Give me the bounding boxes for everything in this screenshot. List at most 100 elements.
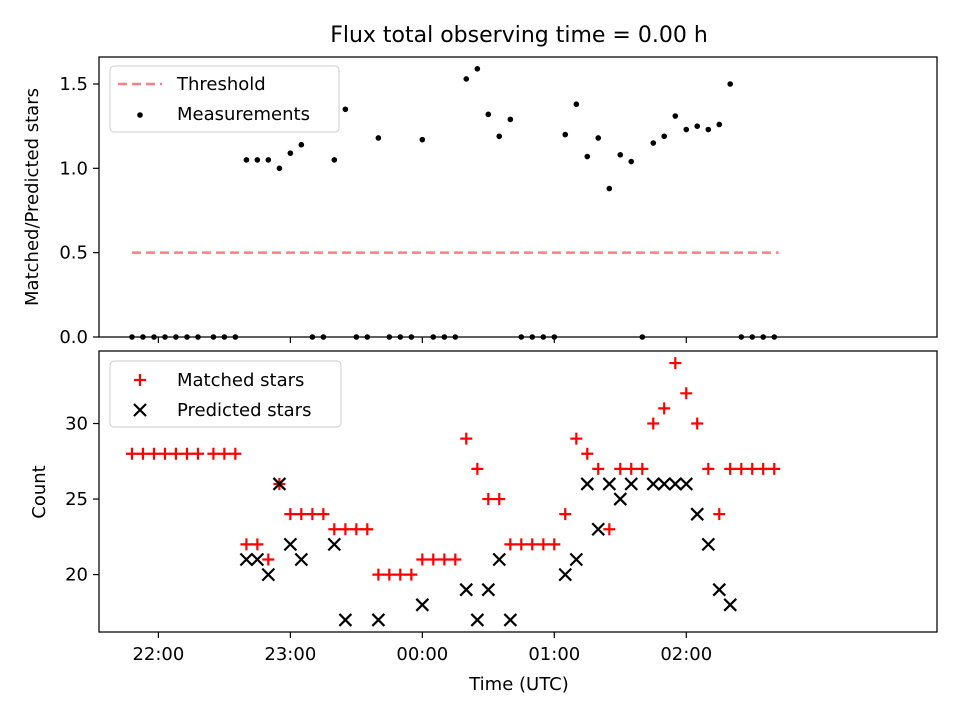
bottom-x-ticks: 22:00 23:00 00:00 01:00 02:00	[132, 632, 712, 665]
matched-star-point	[724, 462, 737, 475]
matched-star-point	[438, 553, 451, 566]
predicted-star-point	[558, 567, 573, 582]
bottom-x-axis-label: Time (UTC)	[468, 674, 569, 695]
measurement-point	[287, 150, 294, 156]
matched-star-point	[383, 568, 396, 581]
measurement-point	[276, 165, 283, 172]
top-x-ticks	[157, 337, 687, 343]
matched-star-point	[251, 538, 264, 551]
predicted-star-point	[668, 477, 683, 491]
measurement-point	[595, 135, 602, 141]
matched-star-point	[229, 447, 242, 460]
measurement-point	[727, 81, 734, 87]
matched-star-point	[526, 538, 539, 551]
matched-star-point	[460, 432, 473, 445]
matched-star-point	[240, 538, 253, 551]
predicted-star-point	[723, 598, 737, 612]
measurement-point	[716, 121, 723, 128]
predicted-star-point	[503, 613, 518, 627]
predicted-star-point	[690, 507, 704, 521]
measurement-point	[683, 126, 690, 133]
predicted-star-point	[602, 477, 617, 491]
predicted-legend-label: Predicted stars	[177, 400, 311, 421]
predicted-star-point	[679, 477, 694, 491]
matched-star-point	[493, 493, 506, 506]
predicted-star-point	[591, 522, 606, 537]
measurement-point	[672, 113, 679, 119]
measurement-point	[705, 126, 712, 133]
predicted-star-point	[470, 613, 485, 627]
predicted-star-point	[492, 552, 507, 567]
top-panel: 0.0 0.5 1.0 1.5 Matched/Predicted stars Thr…	[22, 56, 938, 348]
predicted-star-point	[250, 552, 265, 567]
x-tick-label: 23:00	[264, 644, 316, 665]
matched-star-point	[218, 447, 231, 460]
matched-legend-label: Matched stars	[177, 370, 304, 391]
measurement-point	[606, 185, 613, 192]
predicted-star-point	[580, 477, 595, 491]
bottom-panel: 20 25 30 22:00 23:00 00:00 01:00 02:00 Count T…	[29, 350, 938, 695]
matched-star-point	[768, 462, 781, 475]
measurement-point	[254, 157, 261, 163]
matched-star-point	[614, 462, 627, 475]
bottom-legend-box	[109, 360, 342, 428]
measurement-point	[562, 131, 569, 138]
y-tick-label: 1.5	[59, 74, 88, 95]
predicted-legend-swatch	[133, 403, 147, 417]
measurements-legend-label: Measurements	[177, 104, 310, 125]
measurement-point	[375, 135, 382, 141]
matched-star-point	[158, 447, 171, 460]
matched-star-point	[372, 568, 385, 581]
matched-star-point	[405, 568, 418, 581]
top-y-axis-label: Matched/Predicted stars	[22, 88, 43, 306]
y-tick-label: 20	[65, 565, 88, 586]
top-legend: Threshold Measurements	[109, 65, 340, 133]
matched-star-point	[680, 387, 693, 400]
x-tick-label: 01:00	[528, 644, 580, 665]
matched-star-point	[449, 553, 462, 566]
matched-star-point	[169, 447, 182, 460]
y-tick-label: 1.0	[59, 158, 88, 179]
x-tick-label: 00:00	[396, 644, 448, 665]
top-axes-frame	[98, 56, 938, 338]
y-tick-label: 25	[65, 489, 88, 510]
measurement-point	[243, 157, 250, 163]
matched-star-point	[350, 523, 363, 536]
measurement-point	[265, 157, 272, 163]
threshold-legend-label: Threshold	[176, 74, 266, 95]
predicted-star-point	[371, 613, 386, 627]
matched-star-point	[504, 538, 517, 551]
predicted-star-point	[415, 598, 430, 612]
predicted-star-point	[624, 477, 639, 491]
x-tick-label: 22:00	[132, 644, 184, 665]
bottom-plot-area	[125, 357, 781, 627]
measurement-point	[507, 116, 514, 123]
matched-star-point	[713, 508, 726, 521]
matched-star-point	[471, 462, 484, 475]
top-legend-box	[109, 65, 340, 133]
matched-star-point	[306, 508, 319, 521]
matched-star-point	[691, 417, 704, 430]
matched-star-point	[515, 538, 528, 551]
matched-star-point	[647, 417, 660, 430]
predicted-star-point	[701, 537, 716, 552]
measurement-point	[331, 157, 338, 163]
measurements-legend-swatch	[137, 112, 143, 118]
matched-legend-swatch	[134, 374, 146, 386]
matched-star-point	[581, 447, 594, 460]
matched-star-point	[394, 568, 407, 581]
matched-star-point	[702, 462, 715, 475]
matched-star-point	[191, 447, 204, 460]
predicted-star-point	[294, 552, 309, 567]
matched-star-point	[148, 447, 161, 460]
measurement-point	[342, 106, 349, 113]
predicted-star-point	[283, 537, 298, 552]
measurement-point	[628, 158, 635, 165]
matched-star-point	[284, 508, 297, 521]
predicted-star-point	[481, 582, 496, 597]
matched-star-point	[339, 523, 352, 536]
matched-star-point	[548, 538, 561, 551]
bottom-legend: Matched stars Predicted stars	[109, 360, 342, 428]
measurement-point	[463, 76, 470, 82]
